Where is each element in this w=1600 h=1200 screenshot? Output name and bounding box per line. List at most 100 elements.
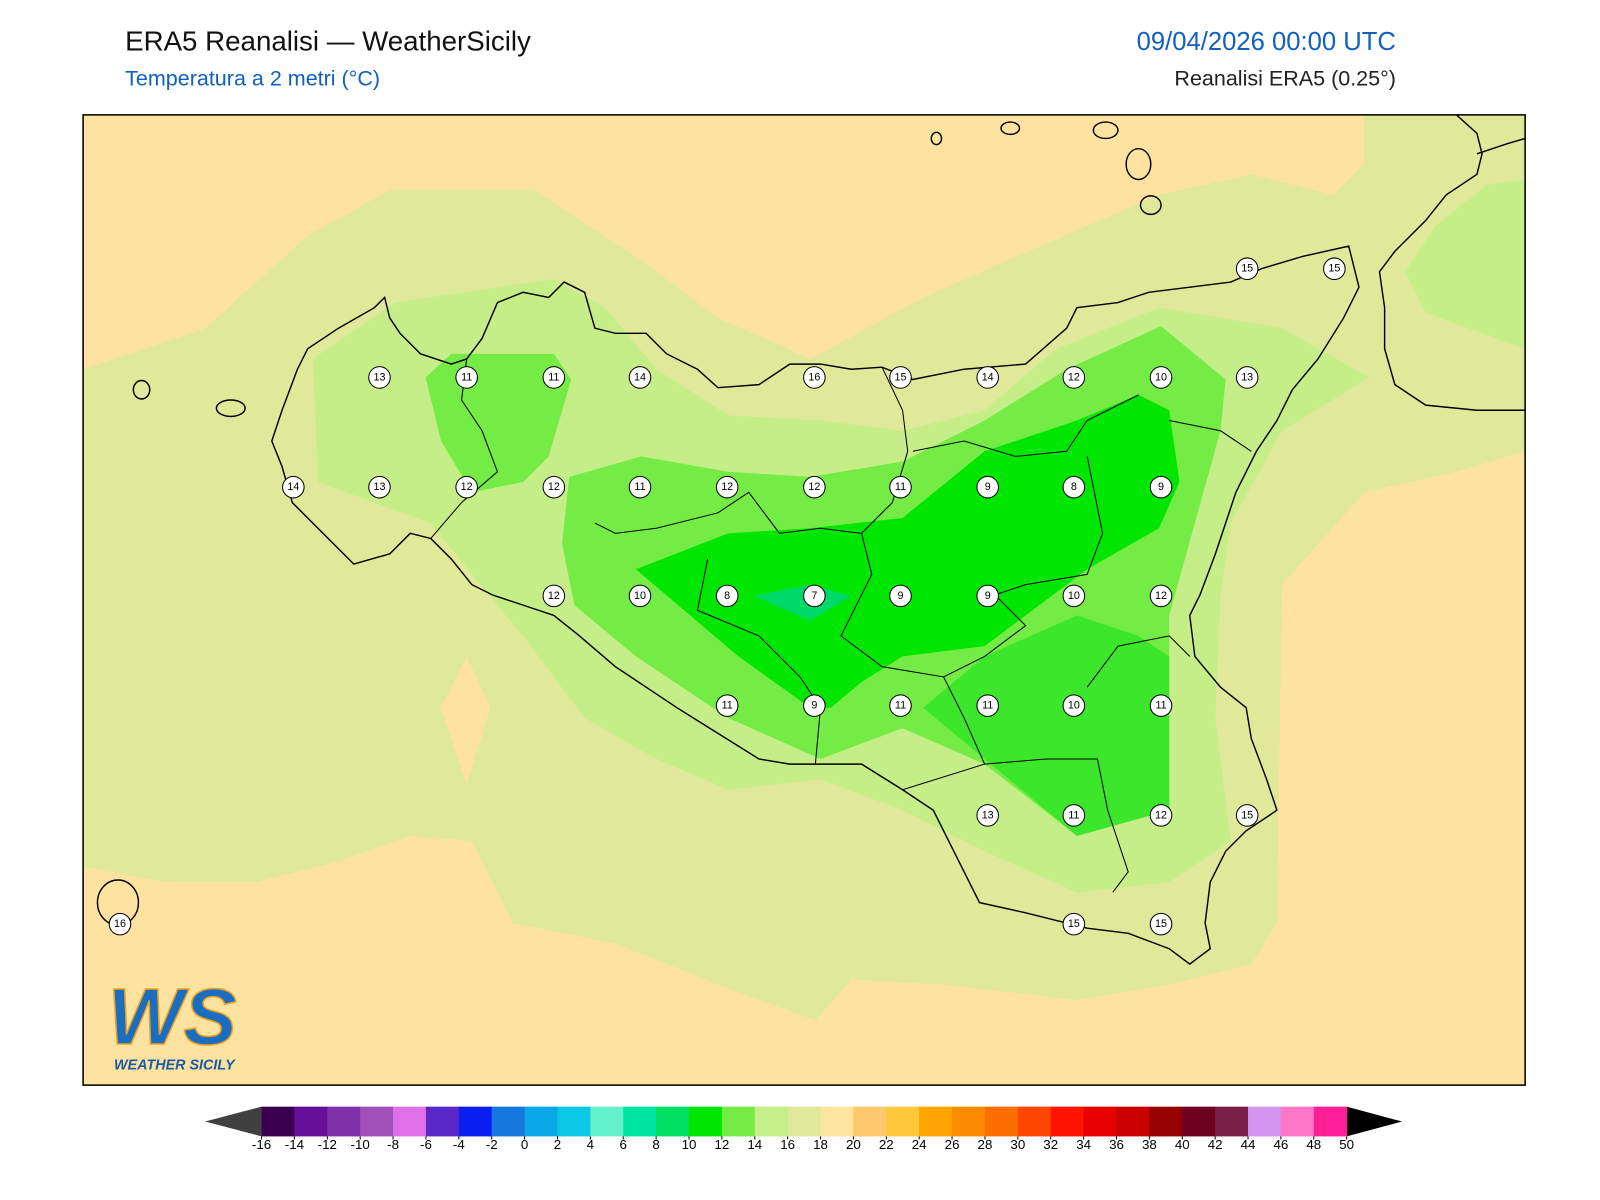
station-marker (542, 475, 566, 499)
station-value: 15 (1155, 918, 1167, 930)
colorbar-label: 38 (1142, 1137, 1157, 1152)
station-marker (1062, 366, 1086, 389)
border (1169, 420, 1252, 452)
colorbar-segment (294, 1106, 328, 1137)
station-marker (715, 475, 739, 499)
station-value: 10 (1155, 371, 1167, 383)
station-value: 11 (722, 700, 733, 712)
colorbar-segment (524, 1106, 558, 1137)
station: 10 (628, 584, 652, 608)
station: 10 (1062, 584, 1086, 608)
station: 13 (1235, 366, 1259, 389)
border (840, 366, 986, 791)
station-value: 12 (548, 481, 560, 493)
station: 11 (628, 475, 652, 499)
station-marker (803, 584, 826, 608)
island (1000, 121, 1021, 136)
colorbar-label: -8 (387, 1137, 399, 1152)
station: 15 (1235, 804, 1259, 827)
station-value: 13 (374, 371, 386, 383)
colorbar-segment (1182, 1106, 1216, 1137)
coastlines (96, 114, 1526, 965)
station-marker (542, 366, 566, 389)
station: 7 (803, 584, 826, 608)
colorbar-label: 20 (846, 1137, 861, 1152)
station-marker (1235, 804, 1259, 827)
station: 11 (542, 366, 566, 389)
island (1125, 148, 1152, 181)
colorbar-segment (656, 1106, 690, 1137)
station-value: 16 (808, 371, 820, 383)
colorbar-segment (1083, 1106, 1118, 1137)
colorbar-segment (787, 1106, 822, 1137)
contour-6-8 (753, 584, 852, 621)
station: 11 (1062, 804, 1086, 827)
colorbar-label: 18 (813, 1137, 828, 1152)
station-marker (803, 475, 826, 499)
station: 9 (889, 584, 912, 608)
colorbar-label: -2 (486, 1137, 498, 1152)
station-marker (976, 366, 999, 389)
map: 15 15 13 11 11 14 16 15 14 12 10 13 14 13 12 12 11 12 12 11… (83, 114, 1526, 1086)
colorbar-segment (360, 1106, 394, 1137)
colorbar-segment (754, 1106, 789, 1137)
station: 12 (1149, 804, 1173, 827)
subtitle: Temperatura a 2 metri (°C) (125, 67, 380, 91)
station: 9 (803, 694, 826, 717)
colorbar-label: 6 (620, 1137, 627, 1152)
island (215, 399, 246, 418)
station-marker (889, 694, 912, 717)
station-value: 11 (1068, 809, 1079, 821)
station-value: 11 (1155, 700, 1166, 712)
station: 16 (803, 366, 826, 389)
station-value: 9 (811, 700, 817, 712)
colorbar-over (1346, 1106, 1403, 1137)
station: 12 (715, 475, 739, 499)
colorbar-segment (1215, 1106, 1249, 1137)
calabria-coast (1378, 114, 1526, 411)
station-marker (1323, 257, 1346, 280)
station: 10 (1149, 366, 1173, 389)
station-value: 11 (895, 481, 906, 493)
island (930, 131, 943, 146)
station-value: 13 (1241, 371, 1253, 383)
station-marker (368, 366, 391, 389)
colorbar-under (205, 1106, 262, 1137)
station-marker (282, 475, 305, 499)
colorbar-label: 2 (554, 1137, 561, 1152)
colorbar-label: 0 (521, 1137, 528, 1152)
contour-10-11 (923, 615, 1170, 836)
station-value: 15 (1241, 263, 1253, 275)
station-marker (976, 804, 999, 827)
colorbar-label: 46 (1273, 1137, 1288, 1152)
station-marker (628, 475, 652, 499)
colorbar-label: -4 (453, 1137, 465, 1152)
calabria-coast (1476, 137, 1526, 155)
colorbar-segment (721, 1106, 756, 1137)
colorbar-segment (491, 1106, 526, 1137)
station-marker (1149, 366, 1173, 389)
colorbar-label: 10 (682, 1137, 697, 1152)
station: 11 (455, 366, 478, 389)
station: 12 (803, 475, 826, 499)
colorbar-segment (1313, 1106, 1348, 1137)
station: 15 (889, 366, 912, 389)
colorbar-segment (261, 1106, 295, 1137)
station: 10 (1062, 694, 1086, 717)
colorbar-segment (1050, 1106, 1085, 1137)
colorbar-segment (590, 1106, 624, 1137)
station: 16 (108, 912, 132, 936)
colorbar-label: 4 (587, 1137, 595, 1152)
colorbar-segment (1280, 1106, 1315, 1137)
station: 14 (976, 366, 999, 389)
station: 12 (542, 584, 566, 608)
colorbar-label: 30 (1010, 1137, 1025, 1152)
colorbar-label: 12 (714, 1137, 729, 1152)
station-value: 12 (1068, 371, 1080, 383)
station-value: 12 (1155, 809, 1167, 821)
station-marker (976, 475, 999, 499)
station-value: 7 (811, 590, 817, 602)
colorbar-label: 28 (978, 1137, 993, 1152)
colorbar-label: 44 (1241, 1137, 1256, 1152)
